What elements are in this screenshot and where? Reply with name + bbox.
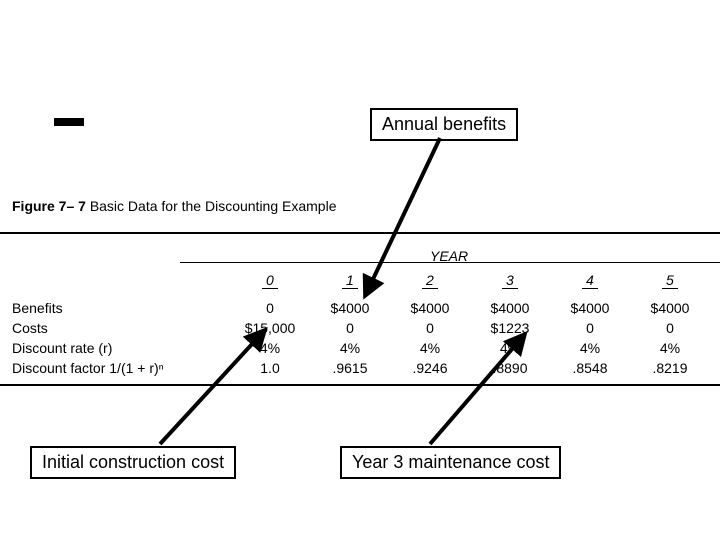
- cell-discount_factor-y0: 1.0: [240, 360, 300, 376]
- figure-title-text: Basic Data for the Discounting Example: [90, 198, 337, 214]
- cell-costs-y0: $15,000: [240, 320, 300, 336]
- cell-benefits-y5: $4000: [640, 300, 700, 316]
- column-header-2: 2: [422, 272, 438, 289]
- row-label-costs: Costs: [12, 320, 48, 336]
- cell-benefits-y4: $4000: [560, 300, 620, 316]
- cell-costs-y2: 0: [400, 320, 460, 336]
- cell-discount_factor-y2: .9246: [400, 360, 460, 376]
- cell-benefits-y1: $4000: [320, 300, 380, 316]
- cell-costs-y3: $1223: [480, 320, 540, 336]
- dash-mark: [54, 118, 84, 126]
- cell-discount_rate-y0: 4%: [240, 340, 300, 356]
- table-rule-bottom: [0, 384, 720, 386]
- cell-benefits-y0: 0: [240, 300, 300, 316]
- cell-benefits-y3: $4000: [480, 300, 540, 316]
- callout-initial-construction-cost: Initial construction cost: [30, 446, 236, 479]
- column-header-3: 3: [502, 272, 518, 289]
- column-header-5: 5: [662, 272, 678, 289]
- cell-discount_rate-y2: 4%: [400, 340, 460, 356]
- cell-benefits-y2: $4000: [400, 300, 460, 316]
- cell-discount_rate-y5: 4%: [640, 340, 700, 356]
- cell-discount_factor-y3: .8890: [480, 360, 540, 376]
- callout-year3-maintenance: Year 3 maintenance cost: [340, 446, 561, 479]
- column-header-4: 4: [582, 272, 598, 289]
- figure-number: Figure 7– 7: [12, 198, 86, 214]
- cell-costs-y4: 0: [560, 320, 620, 336]
- column-header-1: 1: [342, 272, 358, 289]
- figure-caption: Figure 7– 7 Basic Data for the Discounti…: [12, 198, 337, 214]
- row-label-discount-rate: Discount rate (r): [12, 340, 112, 356]
- cell-discount_rate-y3: 4%: [480, 340, 540, 356]
- cell-discount_factor-y1: .9615: [320, 360, 380, 376]
- column-header-0: 0: [262, 272, 278, 289]
- row-label-benefits: Benefits: [12, 300, 63, 316]
- callout-annual-benefits: Annual benefits: [370, 108, 518, 141]
- cell-discount_factor-y4: .8548: [560, 360, 620, 376]
- row-label-discount-factor: Discount factor 1/(1 + r)ⁿ: [12, 360, 164, 376]
- cell-costs-y1: 0: [320, 320, 380, 336]
- cell-discount_rate-y1: 4%: [320, 340, 380, 356]
- table-rule-top: [0, 232, 720, 234]
- cell-discount_rate-y4: 4%: [560, 340, 620, 356]
- cell-discount_factor-y5: .8219: [640, 360, 700, 376]
- year-header: YEAR: [430, 248, 468, 264]
- cell-costs-y5: 0: [640, 320, 700, 336]
